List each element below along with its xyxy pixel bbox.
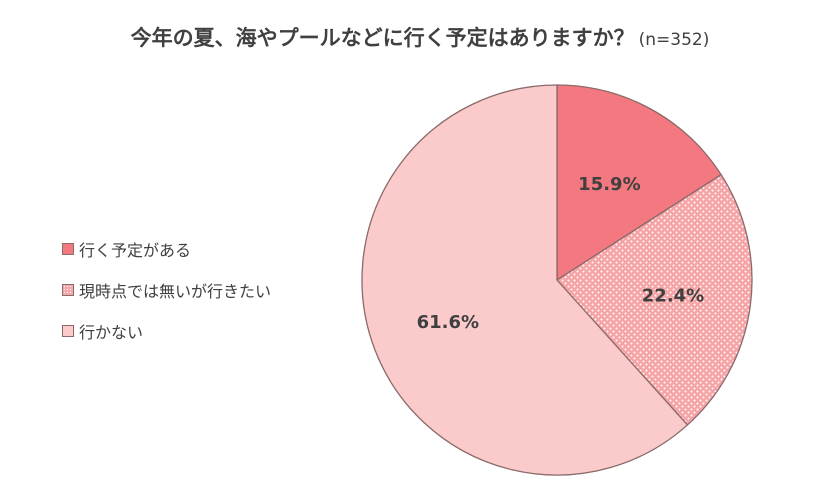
- legend-item: 現時点では無いが行きたい: [62, 269, 271, 310]
- chart-subtitle: (n=352): [638, 30, 710, 50]
- legend-label: 行く予定がある: [79, 240, 192, 260]
- legend-item: 行く予定がある: [62, 228, 271, 269]
- legend-swatch-not-going: [62, 324, 74, 337]
- data-label-going: 15.9%: [578, 174, 640, 195]
- legend: 行く予定がある 現時点では無いが行きたい 行かない: [62, 228, 271, 351]
- pie-slice-going: [556, 84, 722, 282]
- chart-title: 今年の夏、海やプールなどに行く予定はありますか？: [130, 26, 635, 50]
- data-label-want-to-go: 22.4%: [642, 286, 704, 307]
- legend-item: 行かない: [62, 310, 271, 351]
- pie-slice-not-going: [361, 84, 689, 476]
- legend-label: 現時点では無いが行きたい: [79, 281, 272, 301]
- legend-swatch-want-to-go: [62, 283, 74, 296]
- legend-label: 行かない: [79, 322, 144, 342]
- data-label-not-going: 61.6%: [417, 312, 479, 333]
- legend-swatch-going: [62, 242, 74, 255]
- pie-slice-want-to-go: [556, 173, 753, 426]
- chart-title-row: 今年の夏、海やプールなどに行く予定はありますか？ (n=352): [0, 22, 840, 52]
